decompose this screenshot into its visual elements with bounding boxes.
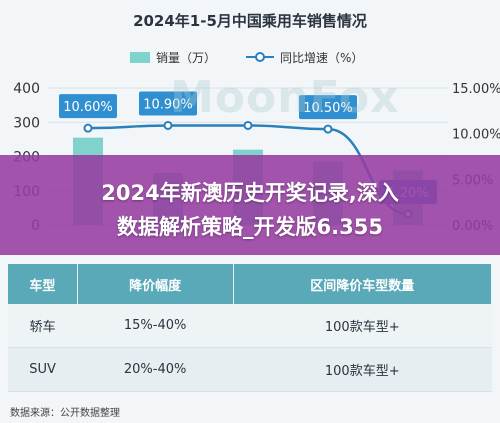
table-row: 轿车 15%-40% 100款车型+ (8, 304, 492, 348)
table-cell: 20%-40% (77, 347, 233, 392)
data-label: 10.50% (303, 101, 353, 116)
overlay-banner: 2024年新澳历史开奖记录,深入 数据解析策略_开发版6.355 (0, 155, 500, 255)
line-point (323, 124, 333, 134)
legend-marker (255, 52, 265, 62)
legend-label: 销量（万） (156, 51, 216, 65)
y-right-tick-label: 10.00% (452, 128, 500, 143)
table-header-cell: 区间降价车型数量 (233, 264, 492, 304)
overlay-line-1: 2024年新澳历史开奖记录,深入 (101, 181, 399, 205)
watermark: MoonFox (170, 72, 400, 123)
data-label-box (59, 94, 117, 119)
table-cell: 100款车型+ (233, 347, 492, 392)
table-row: SUV 20%-40% 100款车型+ (8, 347, 492, 392)
line-point (243, 120, 253, 130)
data-label: 10.60% (63, 100, 113, 115)
data-label: 10.90% (143, 97, 193, 112)
y-left-tick-label: 400 (13, 81, 40, 97)
overlay-line-2: 数据解析策略_开发版6.355 (117, 215, 383, 239)
table-header-cell: 降价幅度 (77, 264, 234, 304)
table-cell: 轿车 (8, 304, 78, 348)
price-cut-table: 车型 降价幅度 区间降价车型数量 轿车 15%-40% 100款车型+ SUV … (8, 264, 492, 392)
y-left-tick-label: 300 (13, 115, 40, 131)
legend-label: 同比增速（%） (280, 51, 363, 65)
table-cell: 15%-40% (77, 304, 233, 348)
data-source-note: 数据来源：公开数据整理 (10, 408, 120, 419)
data-label-box (299, 95, 357, 120)
y-right-tick-label: 15.00% (452, 82, 500, 97)
line-point (83, 123, 93, 133)
table-header-row: 车型 降价幅度 区间降价车型数量 (8, 264, 492, 304)
table-cell: SUV (8, 347, 78, 392)
table-cell: 100款车型+ (233, 304, 492, 348)
line-point (163, 120, 173, 130)
table-header-cell: 车型 (8, 264, 78, 304)
chart-title: 2024年1-5月中国乘用车销售情况 (133, 12, 367, 30)
legend-swatch-bar (130, 52, 150, 63)
data-label-box (139, 91, 197, 116)
